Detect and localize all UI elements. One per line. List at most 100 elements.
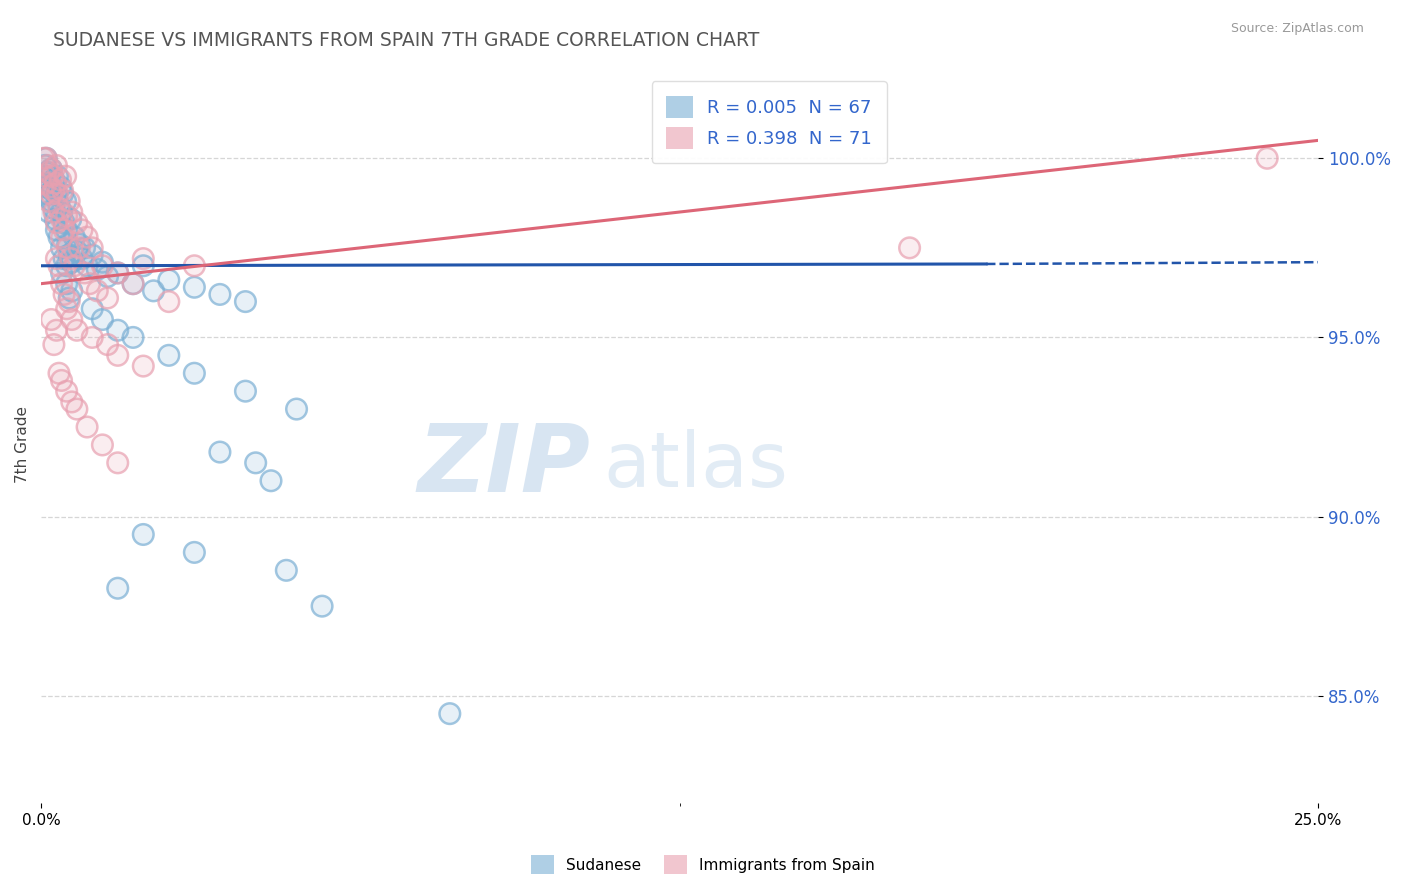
Point (41, 187, 63, 202)
Point (44, 212, 66, 227)
Point (132, 527, 155, 541)
Point (51, 212, 73, 227)
Point (122, 330, 145, 344)
Point (245, 456, 267, 470)
Point (42, 205, 65, 219)
Point (235, 384, 257, 399)
Point (66, 323, 89, 337)
Point (41, 184, 63, 198)
Point (311, 599, 333, 614)
Point (91, 438, 114, 452)
Point (41, 169, 63, 184)
Point (63, 230, 86, 244)
Point (56, 241, 79, 255)
Point (86, 284, 108, 298)
Point (79, 277, 101, 291)
Point (63, 259, 86, 273)
Point (51, 373, 73, 387)
Point (51, 241, 73, 255)
Point (235, 294, 257, 309)
Point (58, 248, 80, 262)
Point (42, 205, 65, 219)
Point (45, 223, 67, 237)
Point (48, 230, 70, 244)
Point (63, 259, 86, 273)
Point (59, 252, 82, 266)
Point (48, 202, 70, 216)
Point (52, 187, 75, 202)
Point (34, 169, 56, 184)
Point (42, 337, 65, 351)
Point (55, 259, 77, 273)
Point (55, 194, 77, 209)
Point (70, 223, 93, 237)
Point (38, 205, 60, 219)
Point (44, 177, 66, 191)
Point (183, 545, 205, 559)
Point (76, 259, 98, 273)
Point (208, 287, 231, 301)
Point (70, 252, 93, 266)
Point (41, 194, 63, 209)
Point (46, 187, 69, 202)
Point (51, 230, 73, 244)
Point (45, 158, 67, 172)
Point (53, 223, 76, 237)
Point (55, 169, 77, 184)
Point (46, 169, 69, 184)
Point (60, 255, 83, 269)
Point (60, 205, 83, 219)
Point (32, 169, 55, 184)
Point (32, 151, 55, 165)
Point (53, 216, 76, 230)
Point (42, 337, 65, 351)
Point (183, 259, 205, 273)
Point (35, 180, 58, 194)
Point (41, 161, 63, 176)
Point (53, 252, 76, 266)
Point (86, 284, 108, 298)
Point (41, 187, 63, 202)
Point (73, 241, 96, 255)
Point (58, 294, 80, 309)
Point (34, 158, 56, 172)
Point (96, 337, 118, 351)
Point (60, 312, 83, 326)
Point (44, 212, 66, 227)
Point (208, 287, 231, 301)
Point (898, 241, 921, 255)
Point (67, 241, 90, 255)
Point (49, 180, 72, 194)
Point (63, 230, 86, 244)
Point (48, 259, 70, 273)
Point (91, 312, 114, 326)
Point (122, 277, 145, 291)
Point (260, 474, 283, 488)
Point (73, 266, 96, 280)
Point (51, 277, 73, 291)
Point (183, 280, 205, 294)
Point (70, 223, 93, 237)
Point (38, 166, 60, 180)
Point (276, 563, 298, 577)
Point (107, 348, 129, 362)
Point (208, 445, 231, 459)
Point (107, 456, 129, 470)
Text: atlas: atlas (603, 429, 787, 503)
Point (76, 259, 98, 273)
Point (38, 187, 60, 202)
Point (41, 169, 63, 184)
Point (35, 151, 58, 165)
Point (67, 237, 90, 252)
Point (96, 291, 118, 305)
Point (42, 202, 65, 216)
Point (122, 277, 145, 291)
Point (60, 312, 83, 326)
Point (157, 294, 180, 309)
Point (66, 216, 89, 230)
Point (56, 237, 79, 252)
Point (37, 158, 59, 172)
Point (183, 366, 205, 380)
Point (66, 216, 89, 230)
Point (142, 284, 165, 298)
